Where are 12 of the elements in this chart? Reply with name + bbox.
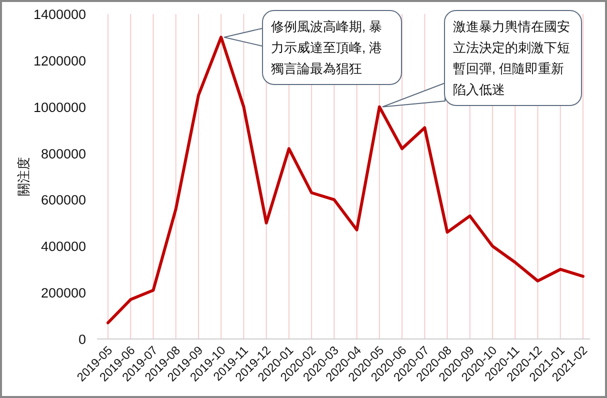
- annotation: 激進暴力輿情在國安立法決定的刺激下短暫回彈, 但隨即重新陷入低迷: [444, 10, 582, 106]
- y-tick-label: 800000: [40, 146, 86, 162]
- y-tick-label: 0: [78, 332, 86, 347]
- y-tick-label: 200000: [40, 286, 86, 301]
- y-tick-label: 1200000: [33, 53, 86, 68]
- y-tick-label: 1400000: [33, 7, 86, 22]
- y-tick-label: 400000: [40, 239, 86, 254]
- line-series: [106, 36, 584, 324]
- y-axis-title: 關注度: [16, 157, 31, 196]
- y-tick-label: 1000000: [33, 100, 86, 115]
- y-tick-label: 600000: [40, 192, 86, 208]
- annotation: 修例風波高峰期, 暴力示威達至頂峰, 港獨言論最為猖狂: [262, 10, 402, 85]
